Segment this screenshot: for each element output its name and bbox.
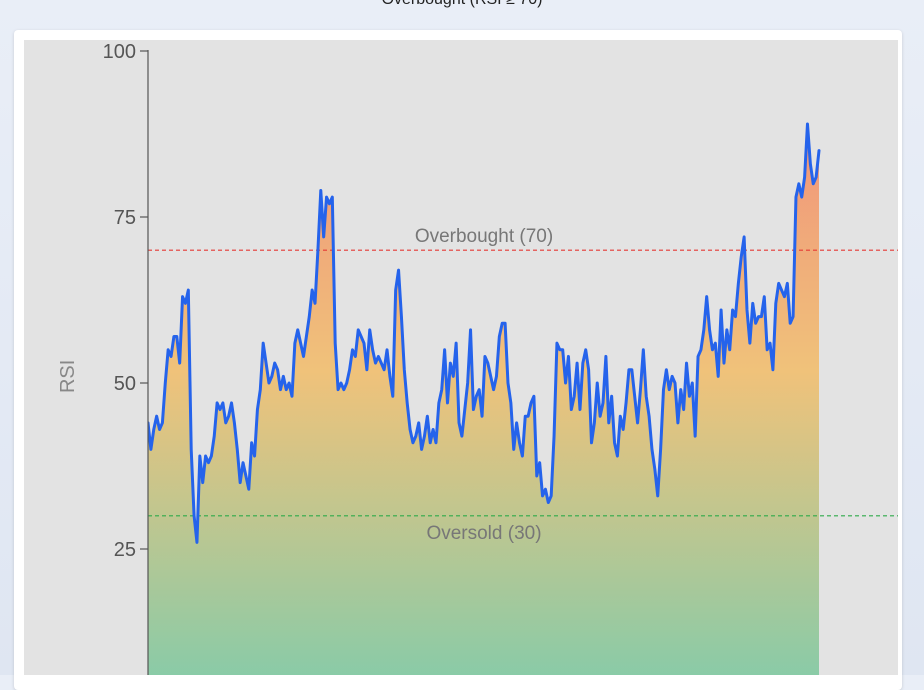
y-axis-label: RSI	[57, 360, 79, 393]
y-tick-label: 50	[114, 373, 136, 395]
reference-line-label: Oversold (30)	[426, 523, 541, 544]
y-tick-label: 75	[114, 207, 136, 229]
rsi-chart: Overbought (70) Oversold (30) 25 50 75 100 RS…	[24, 40, 898, 675]
reference-line-label: Overbought (70)	[415, 226, 553, 247]
page-title: Overbought (RSI ≥ 70)	[0, 0, 924, 9]
y-tick-label: 25	[114, 539, 136, 561]
y-tick-label: 100	[103, 41, 136, 63]
rsi-line	[148, 122, 821, 544]
